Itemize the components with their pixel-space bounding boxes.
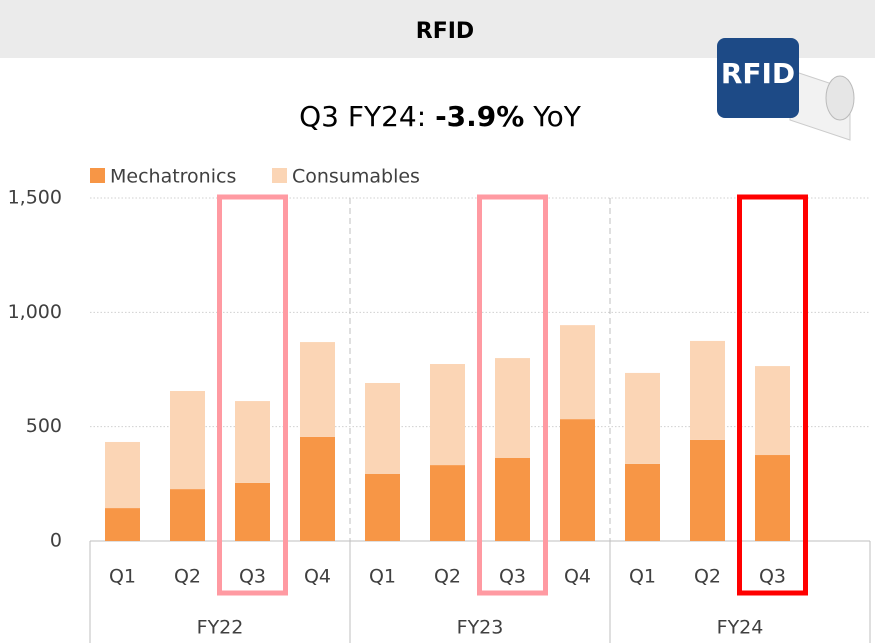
logo-roll-end: [825, 75, 855, 121]
bar-segment: [625, 372, 660, 464]
highlight-box: [217, 194, 288, 596]
bar-segment: [235, 482, 270, 541]
x-tick-label: Q4: [564, 566, 591, 588]
highlight-box: [737, 194, 808, 596]
bar-segment: [755, 455, 790, 541]
x-tick-label: Q4: [304, 566, 331, 588]
bar-segment: [560, 325, 595, 420]
bar-segment: [755, 366, 790, 456]
bar-segment: [430, 465, 465, 541]
bar-segment: [235, 401, 270, 483]
y-tick-label: 0: [50, 530, 62, 552]
bar-segment: [690, 340, 725, 440]
bar-segment: [300, 436, 335, 541]
x-tick-label: Q1: [109, 566, 136, 588]
y-tick-label: 500: [26, 415, 62, 437]
legend-swatch: [90, 168, 105, 183]
x-tick-label: Q3: [499, 566, 526, 588]
bar-segment: [625, 463, 660, 541]
bar-segment: [105, 508, 140, 541]
subtitle: Q3 FY24: -3.9% YoY: [299, 100, 582, 133]
x-tick-label: Q1: [629, 566, 656, 588]
highlight-box: [477, 194, 548, 596]
bar-segment: [300, 342, 335, 437]
x-tick-label: Q1: [369, 566, 396, 588]
x-tick-label: Q3: [759, 566, 786, 588]
logo-text: RFID: [721, 57, 795, 90]
subtitle-suffix: YoY: [532, 100, 582, 133]
bar-segment: [690, 439, 725, 541]
logo: RFID: [717, 38, 855, 141]
subtitle-highlight: -3.9%: [435, 100, 524, 133]
bar-segment: [170, 390, 205, 490]
bar-segment: [495, 457, 530, 541]
x-tick-label: Q3: [239, 566, 266, 588]
bar-segment: [105, 441, 140, 509]
bar-segment: [365, 382, 400, 475]
bar-segment: [170, 489, 205, 541]
group-label: FY22: [197, 617, 244, 639]
group-label: FY24: [717, 617, 764, 639]
legend-swatch: [272, 168, 287, 183]
bar-segment: [560, 419, 595, 541]
group-label: FY23: [457, 617, 504, 639]
y-tick-label: 1,000: [8, 301, 62, 323]
legend-label: Consumables: [292, 166, 420, 188]
bar-segment: [495, 358, 530, 458]
logo-badge: [717, 38, 799, 118]
bar-segment: [430, 364, 465, 466]
x-tick-label: Q2: [174, 566, 201, 588]
subtitle-prefix: Q3 FY24:: [299, 100, 426, 133]
chart-title: RFID: [416, 19, 474, 44]
legend-label: Mechatronics: [110, 166, 236, 188]
bar-segment: [365, 474, 400, 541]
x-tick-label: Q2: [434, 566, 461, 588]
y-tick-label: 1,500: [8, 187, 62, 209]
x-tick-label: Q2: [694, 566, 721, 588]
